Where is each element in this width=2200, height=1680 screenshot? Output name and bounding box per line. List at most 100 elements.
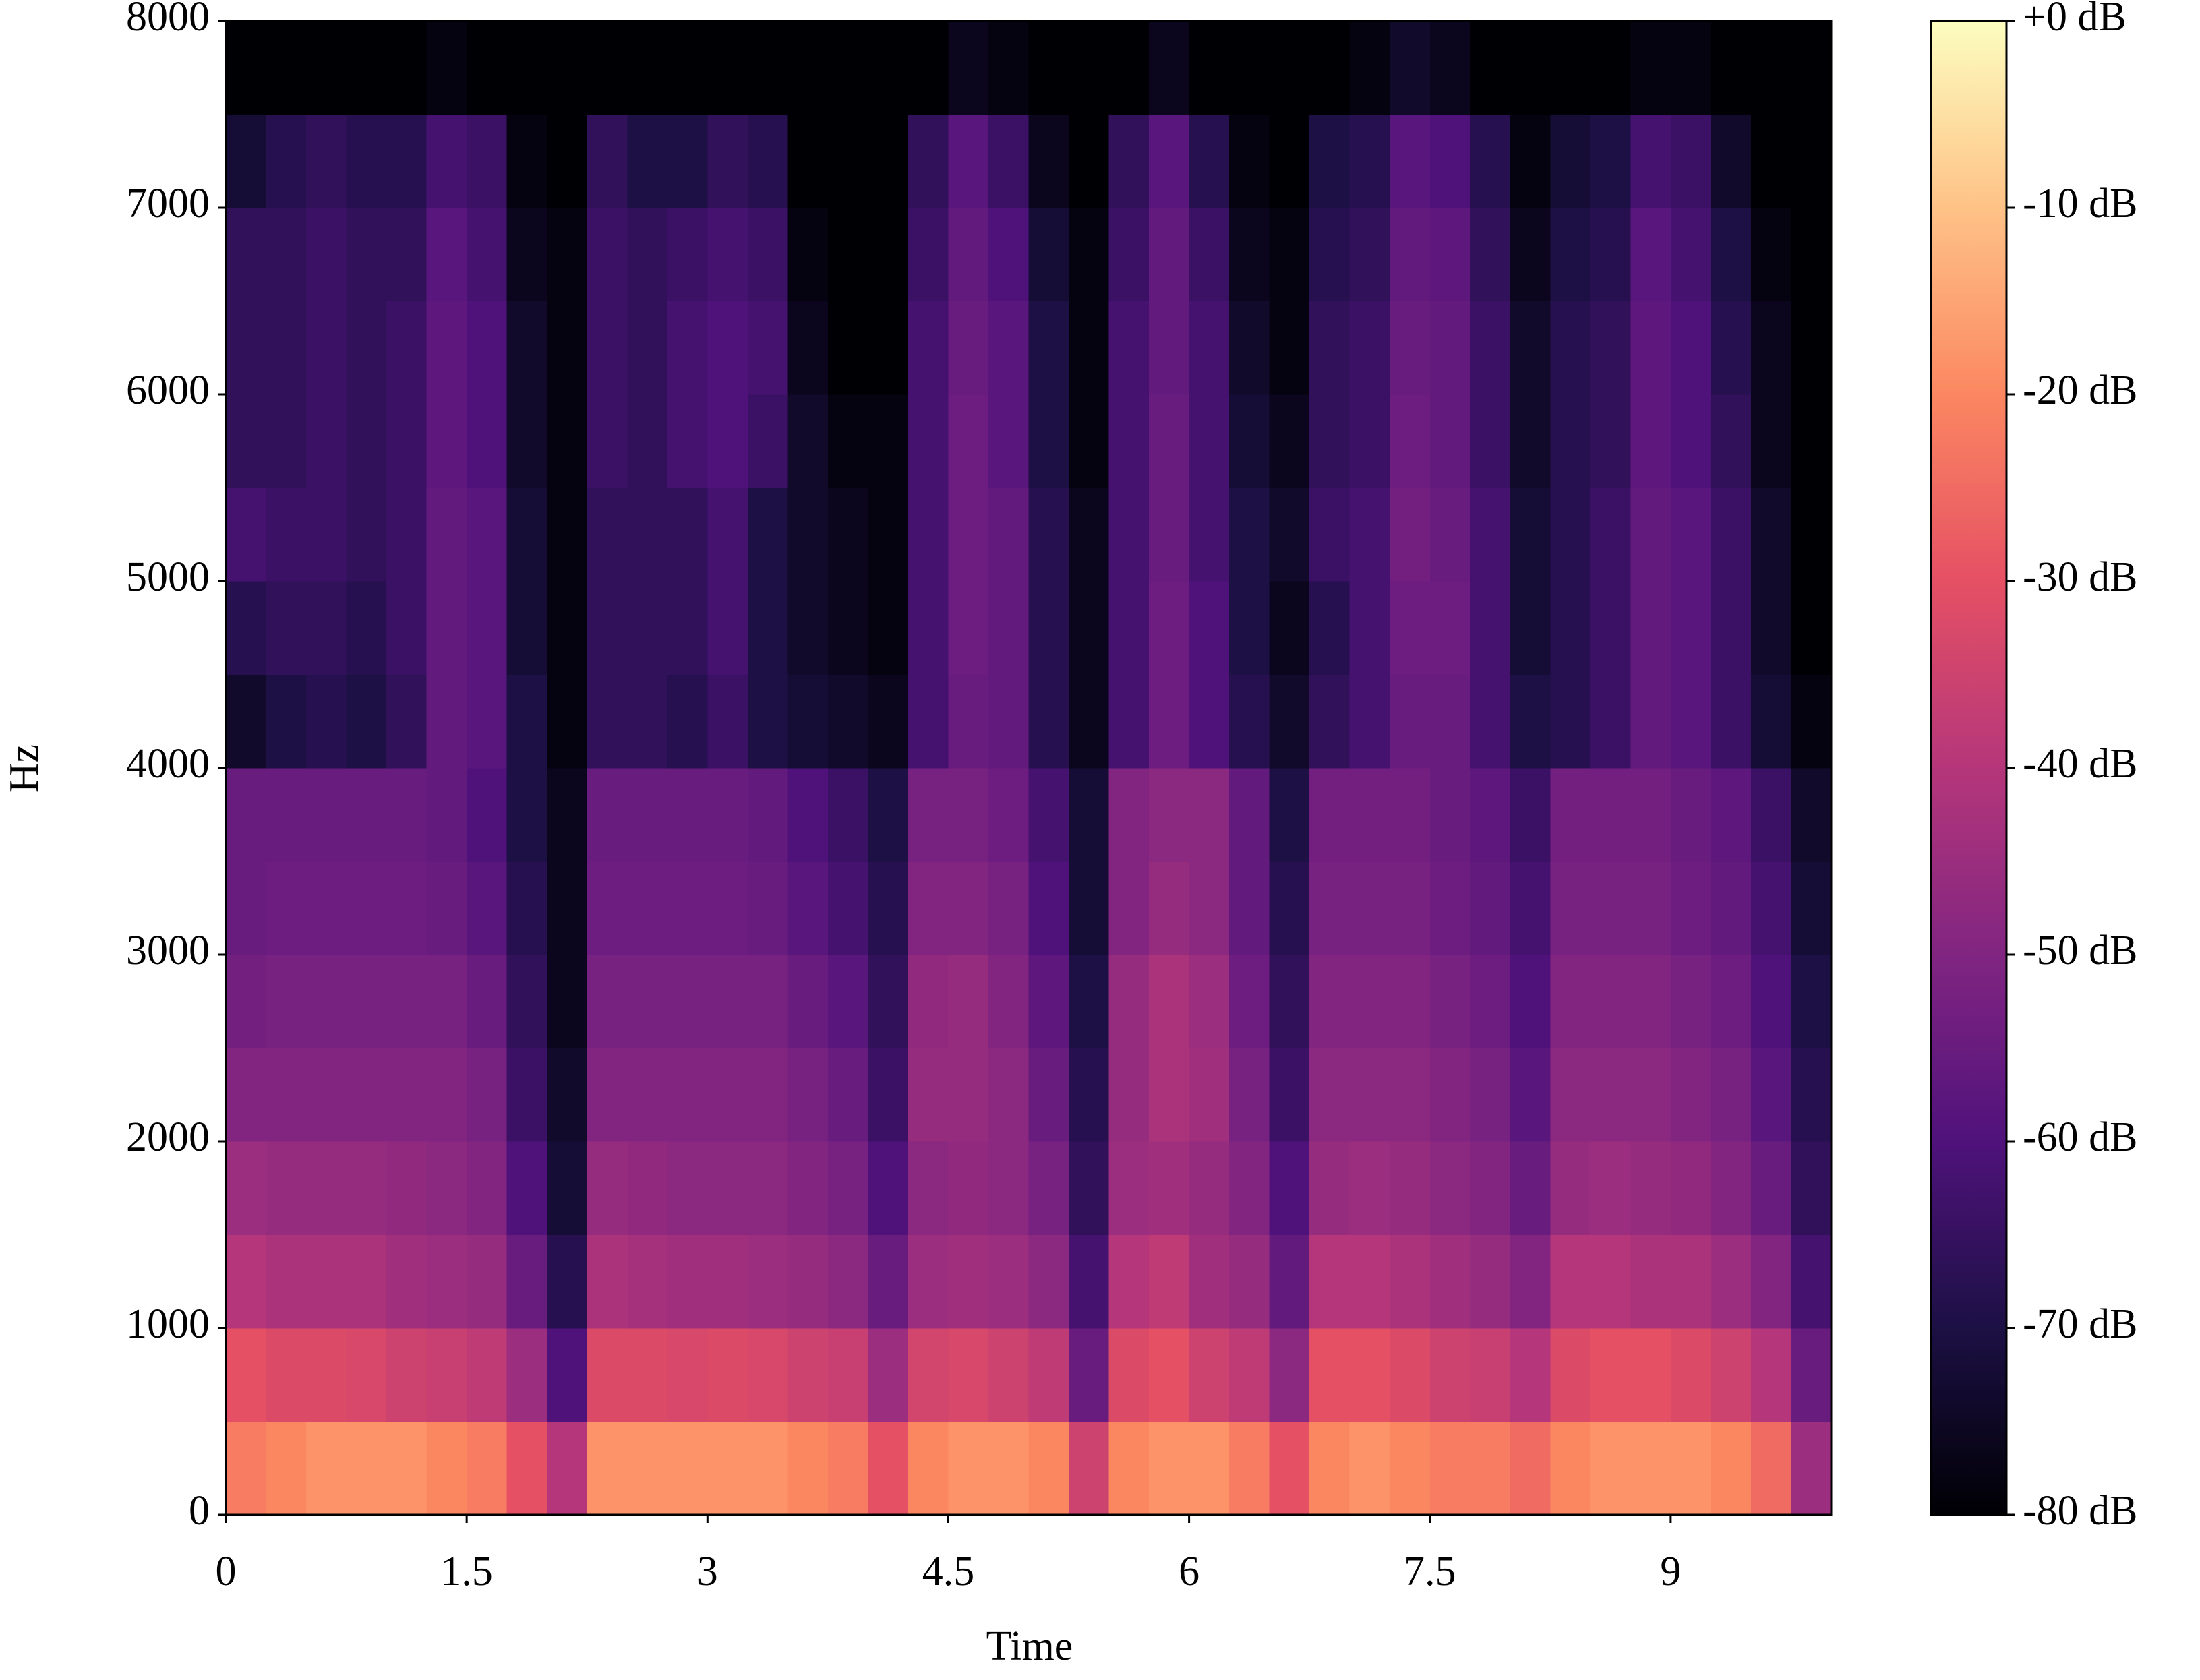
cell	[627, 768, 668, 862]
cell	[587, 955, 628, 1049]
cell	[1750, 1234, 1792, 1329]
cell	[747, 1421, 788, 1516]
cell	[827, 674, 868, 769]
cell	[827, 1048, 868, 1142]
cell	[988, 1421, 1030, 1516]
cell	[1028, 301, 1069, 395]
cell	[868, 208, 909, 302]
cell	[467, 1141, 508, 1236]
cell	[1791, 114, 1832, 208]
cell	[827, 1328, 868, 1422]
cell	[1590, 1234, 1631, 1329]
cell	[667, 581, 708, 676]
cell	[1028, 114, 1069, 208]
cell	[386, 955, 427, 1049]
cell	[1269, 674, 1310, 769]
x-tick-label: 6	[1179, 1549, 1199, 1594]
cell	[707, 487, 748, 582]
cell	[467, 114, 508, 208]
cell	[506, 861, 547, 955]
cell	[467, 21, 508, 115]
cell	[1750, 114, 1792, 208]
cell	[346, 21, 387, 115]
cell	[1470, 955, 1511, 1049]
cell	[1309, 114, 1350, 208]
cell	[1189, 208, 1230, 302]
cell	[908, 768, 949, 862]
cell	[1429, 114, 1470, 208]
cell	[1630, 1048, 1671, 1142]
cell	[868, 114, 909, 208]
cell	[1711, 1141, 1752, 1236]
cell	[547, 1141, 588, 1236]
cell	[1791, 861, 1832, 955]
cell	[707, 1328, 748, 1422]
cell	[346, 674, 387, 769]
cell	[1510, 1048, 1551, 1142]
cell	[266, 861, 307, 955]
cell	[827, 581, 868, 676]
cell	[1670, 21, 1712, 115]
cell	[1670, 581, 1712, 676]
cell	[948, 1234, 989, 1329]
cell	[1028, 581, 1069, 676]
cell	[1349, 114, 1390, 208]
cell	[1309, 1141, 1350, 1236]
cell	[988, 1328, 1030, 1422]
cell	[1229, 114, 1270, 208]
cell	[1108, 955, 1150, 1049]
cell	[506, 1421, 547, 1516]
cell	[386, 581, 427, 676]
cell	[1470, 114, 1511, 208]
cell	[1711, 674, 1752, 769]
x-tick-label: 4.5	[922, 1549, 975, 1594]
cell	[1750, 955, 1792, 1049]
cell	[467, 394, 508, 489]
cell	[266, 581, 307, 676]
cell	[1189, 1328, 1230, 1422]
cell	[1229, 1328, 1270, 1422]
cell	[1309, 487, 1350, 582]
cell	[1630, 674, 1671, 769]
cell	[1189, 114, 1230, 208]
cell	[1670, 955, 1712, 1049]
cell	[1670, 1421, 1712, 1516]
cell	[1149, 1141, 1190, 1236]
cell	[948, 301, 989, 395]
cell	[1069, 1421, 1110, 1516]
cell	[827, 1421, 868, 1516]
cell	[306, 208, 347, 302]
cell	[1349, 768, 1390, 862]
cell	[1429, 1421, 1470, 1516]
cell	[1429, 1234, 1470, 1329]
y-tick-label: 7000	[126, 181, 210, 227]
cell	[346, 581, 387, 676]
cell	[627, 955, 668, 1049]
cell	[1189, 955, 1230, 1049]
cell	[667, 114, 708, 208]
cell	[1069, 1048, 1110, 1142]
cell	[627, 861, 668, 955]
cell	[1470, 1421, 1511, 1516]
cell	[1028, 1141, 1069, 1236]
cell	[1670, 301, 1712, 395]
cell	[988, 1048, 1030, 1142]
colorbar-tick-label: -80 dB	[2023, 1488, 2138, 1534]
cell	[627, 1048, 668, 1142]
y-tick-label: 3000	[126, 928, 210, 973]
cell	[547, 114, 588, 208]
cell	[1269, 301, 1310, 395]
cell	[426, 768, 467, 862]
cell	[506, 1141, 547, 1236]
cell	[948, 1141, 989, 1236]
cell	[627, 1328, 668, 1422]
cell	[1269, 581, 1310, 676]
cell	[1349, 581, 1390, 676]
cell	[547, 955, 588, 1049]
cell	[266, 955, 307, 1049]
cell	[1229, 955, 1270, 1049]
cell	[467, 955, 508, 1049]
cell	[1028, 1328, 1069, 1422]
cell	[1470, 1234, 1511, 1329]
